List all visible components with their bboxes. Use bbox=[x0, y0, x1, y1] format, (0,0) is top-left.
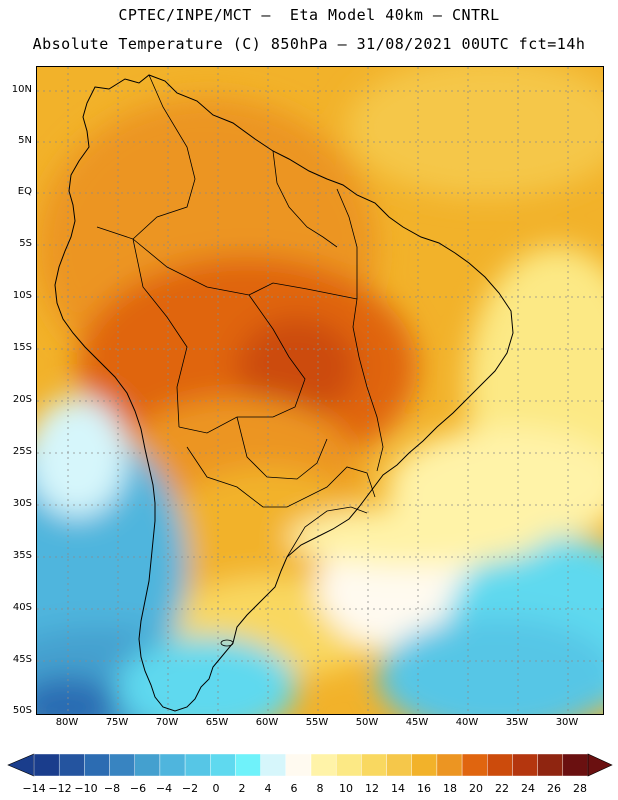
lat-label: 20S bbox=[12, 394, 32, 405]
colorbar-swatch bbox=[285, 753, 312, 777]
lon-label: 80W bbox=[55, 717, 79, 728]
colorbar-swatch bbox=[109, 753, 135, 777]
colorbar-swatch bbox=[411, 753, 438, 777]
lat-label: 10S bbox=[12, 290, 32, 301]
colorbar-label: −4 bbox=[155, 782, 173, 795]
temperature-field bbox=[37, 67, 603, 714]
colorbar-label: 22 bbox=[495, 782, 509, 795]
colorbar-label: 0 bbox=[212, 782, 220, 795]
colorbar-swatch bbox=[134, 753, 161, 777]
lat-label: 30S bbox=[12, 498, 32, 509]
colorbar bbox=[7, 753, 613, 777]
colorbar-swatch bbox=[159, 753, 186, 777]
lat-label: 10N bbox=[11, 84, 32, 95]
colorbar-label: 8 bbox=[316, 782, 324, 795]
colorbar-swatch bbox=[361, 753, 387, 777]
colorbar-label: 28 bbox=[573, 782, 587, 795]
colorbar-label: 10 bbox=[339, 782, 353, 795]
colorbar-arrow-low bbox=[7, 753, 35, 777]
colorbar-label: 26 bbox=[547, 782, 561, 795]
colorbar-swatch bbox=[512, 753, 538, 777]
colorbar-label: −2 bbox=[181, 782, 199, 795]
country-borders bbox=[96, 74, 384, 558]
lat-label: 25S bbox=[12, 446, 32, 457]
colorbar-label: 18 bbox=[443, 782, 457, 795]
colorbar-label: 16 bbox=[417, 782, 431, 795]
colorbar-swatch bbox=[33, 753, 60, 777]
colorbar-label: −12 bbox=[48, 782, 72, 795]
lon-label: 30W bbox=[555, 717, 579, 728]
lon-label: 55W bbox=[305, 717, 329, 728]
colorbar-swatch bbox=[310, 753, 337, 777]
lat-label: 5S bbox=[19, 238, 32, 249]
map-title: CPTEC/INPE/MCT – Eta Model 40km – CNTRL bbox=[118, 6, 500, 24]
colorbar-swatch bbox=[335, 753, 362, 777]
lat-label: 50S bbox=[12, 705, 32, 716]
graticule bbox=[37, 67, 603, 714]
temperature-map bbox=[36, 66, 604, 715]
colorbar-swatch bbox=[537, 753, 564, 777]
colorbar-label: 24 bbox=[521, 782, 535, 795]
map-subtitle: Absolute Temperature (C) 850hPa – 31/08/… bbox=[32, 35, 586, 53]
lat-label: 45S bbox=[12, 654, 32, 665]
lon-label: 50W bbox=[355, 717, 379, 728]
colorbar-label: 4 bbox=[264, 782, 272, 795]
lat-label: 40S bbox=[12, 602, 32, 613]
colorbar-swatch bbox=[260, 753, 287, 777]
lon-label: 65W bbox=[205, 717, 229, 728]
lat-label: EQ bbox=[17, 186, 32, 197]
colorbar-label: 2 bbox=[238, 782, 246, 795]
colorbar-swatch bbox=[461, 753, 488, 777]
colorbar-swatch bbox=[210, 753, 236, 777]
colorbar-label: 14 bbox=[391, 782, 405, 795]
colorbar-swatch bbox=[436, 753, 463, 777]
colorbar-swatch bbox=[487, 753, 513, 777]
colorbar-label: −8 bbox=[103, 782, 121, 795]
colorbar-label: −10 bbox=[74, 782, 98, 795]
colorbar-swatch bbox=[58, 753, 85, 777]
lon-label: 70W bbox=[155, 717, 179, 728]
lat-label: 5N bbox=[18, 135, 32, 146]
colorbar-swatch bbox=[235, 753, 261, 777]
colorbar-label: 20 bbox=[469, 782, 483, 795]
colorbar-label: 12 bbox=[365, 782, 379, 795]
lon-label: 40W bbox=[455, 717, 479, 728]
colorbar-swatch bbox=[184, 753, 211, 777]
lat-label: 15S bbox=[12, 342, 32, 353]
colorbar-swatch bbox=[386, 753, 412, 777]
lon-label: 60W bbox=[255, 717, 279, 728]
lon-label: 35W bbox=[505, 717, 529, 728]
colorbar-label: −14 bbox=[22, 782, 46, 795]
south-america-coastline bbox=[54, 74, 514, 712]
colorbar-arrow-high bbox=[587, 753, 613, 777]
colorbar-label: −6 bbox=[129, 782, 147, 795]
lon-label: 75W bbox=[105, 717, 129, 728]
lon-label: 45W bbox=[405, 717, 429, 728]
colorbar-swatch bbox=[562, 753, 589, 777]
lat-label: 35S bbox=[12, 550, 32, 561]
colorbar-label: 6 bbox=[290, 782, 298, 795]
falkland-islands bbox=[220, 639, 234, 647]
colorbar-swatch bbox=[84, 753, 110, 777]
